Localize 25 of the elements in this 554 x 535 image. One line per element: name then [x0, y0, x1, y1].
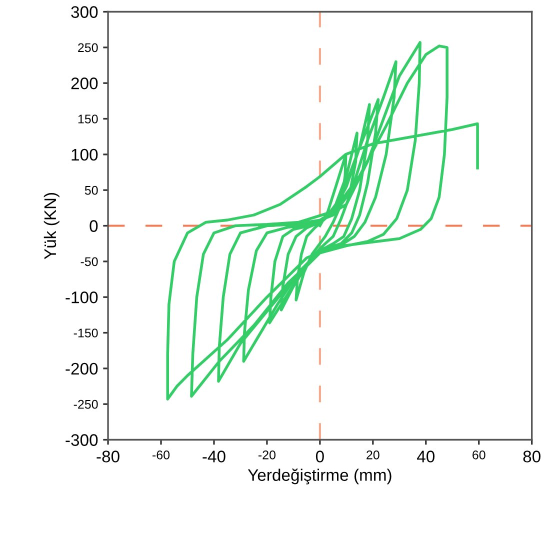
x-tick-label: 40: [417, 450, 435, 462]
y-tick-label: 150: [78, 114, 98, 124]
x-tick-label: 0: [316, 450, 324, 462]
x-tick-label: 80: [523, 450, 540, 462]
y-tick-label: 300: [71, 6, 98, 18]
y-tick-label: 0: [90, 220, 98, 232]
y-tick-label: -100: [66, 292, 98, 304]
x-tick-label: -40: [202, 450, 226, 462]
x-tick-label: -60: [152, 450, 170, 460]
line-series: [166, 41, 479, 400]
y-tick-label: 200: [71, 78, 98, 90]
y-tick-label: -300: [66, 434, 98, 446]
x-tick-label: -20: [258, 450, 276, 460]
y-tick-label: -200: [66, 362, 98, 375]
y-tick-label: 50: [84, 186, 98, 195]
y-tick-label: 250: [78, 43, 98, 52]
x-tick-label: 60: [472, 450, 486, 460]
x-axis-title: Yerdeğiştirme (mm): [248, 468, 392, 484]
x-tick-label: 20: [366, 450, 380, 460]
y-tick-label: -250: [74, 400, 98, 409]
x-tick-label: -80: [96, 450, 120, 462]
y-axis-title: Yük (KN): [44, 193, 60, 260]
y-tick-label: -150: [74, 328, 98, 338]
y-tick-label: -50: [80, 257, 98, 266]
y-tick-label: 100: [72, 148, 98, 161]
